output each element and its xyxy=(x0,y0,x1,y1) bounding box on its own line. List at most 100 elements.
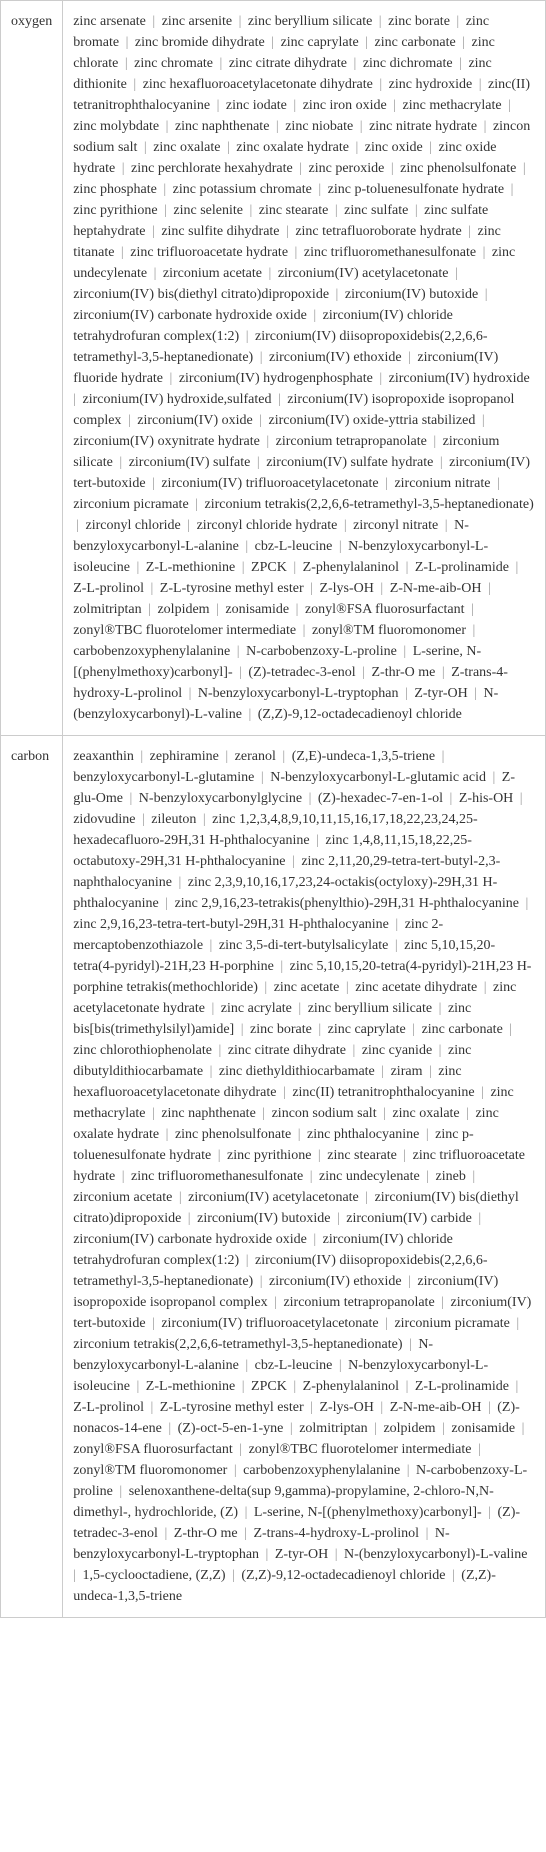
separator: | xyxy=(238,1526,254,1541)
separator: | xyxy=(250,455,266,470)
compound-item: carbobenzoxyphenylalanine xyxy=(243,1463,400,1478)
compound-item: Z-his-OH xyxy=(459,791,513,806)
separator: | xyxy=(142,602,158,617)
compound-item: zirconium acetate xyxy=(163,266,262,281)
separator: | xyxy=(460,1106,476,1121)
separator: | xyxy=(130,560,146,575)
compound-item: zinc nitrate hydrate xyxy=(369,119,477,134)
compound-item: zinc methacrylate xyxy=(403,98,502,113)
compound-item: cbz-L-leucine xyxy=(255,1358,333,1373)
separator: | xyxy=(513,791,525,806)
compound-item: zirconium picramate xyxy=(394,1316,509,1331)
separator: | xyxy=(433,455,449,470)
compound-item: Z-lys-OH xyxy=(319,1400,373,1415)
compound-item: zinc naphthenate xyxy=(175,119,269,134)
compound-item: zinc beryllium silicate xyxy=(248,14,372,29)
compound-item: zinc sulfate xyxy=(344,203,408,218)
compound-item: zinc 3,5-di-tert-butylsalicylate xyxy=(219,938,389,953)
separator: | xyxy=(481,581,493,596)
separator: | xyxy=(163,371,179,386)
separator: | xyxy=(276,749,292,764)
separator: | xyxy=(210,98,226,113)
compound-item: zinc stearate xyxy=(259,203,329,218)
separator: | xyxy=(356,665,372,680)
compound-item: ZPCK xyxy=(251,560,287,575)
compound-item: zinc citrate dihydrate xyxy=(229,56,347,71)
separator: | xyxy=(472,77,488,92)
separator: | xyxy=(490,476,502,491)
compound-item: zincon sodium salt xyxy=(272,1106,377,1121)
compound-item: zinc borate xyxy=(388,14,450,29)
separator: | xyxy=(509,1379,521,1394)
separator: | xyxy=(146,1106,162,1121)
compound-item: zinc caprylate xyxy=(328,1022,406,1037)
separator: | xyxy=(399,560,415,575)
separator: | xyxy=(379,1316,395,1331)
separator: | xyxy=(134,749,150,764)
compound-item: zileuton xyxy=(151,812,196,827)
separator: | xyxy=(332,539,348,554)
separator: | xyxy=(130,1379,146,1394)
separator: | xyxy=(243,203,259,218)
separator: | xyxy=(210,602,226,617)
compound-item: zinc phenolsulfonate xyxy=(175,1127,291,1142)
compound-item: zirconium(IV) butoxide xyxy=(345,287,478,302)
compound-item: Z-L-prolinamide xyxy=(415,1379,509,1394)
separator: | xyxy=(435,749,447,764)
separator: | xyxy=(115,161,131,176)
compound-item: zinc iodate xyxy=(226,98,287,113)
compound-item: zinc p-toluenesulfonate hydrate xyxy=(328,182,504,197)
separator: | xyxy=(347,56,363,71)
separator: | xyxy=(337,518,353,533)
separator: | xyxy=(265,35,281,50)
compound-item: zinc arsenite xyxy=(162,14,232,29)
compound-item: zolpidem xyxy=(383,1421,435,1436)
separator: | xyxy=(115,1169,131,1184)
separator: | xyxy=(402,350,418,365)
separator: | xyxy=(419,1526,435,1541)
separator: | xyxy=(328,203,344,218)
compound-item: zirconium(IV) sulfate hydrate xyxy=(266,455,433,470)
compound-item: cbz-L-leucine xyxy=(255,539,333,554)
compound-item: zinc selenite xyxy=(173,203,243,218)
separator: | xyxy=(119,35,135,50)
compound-item: L-serine, N-[(phenylmethoxy)carbonyl]- xyxy=(254,1505,482,1520)
compound-item: zirconium(IV) carbide xyxy=(346,1211,472,1226)
separator: | xyxy=(436,1421,452,1436)
separator: | xyxy=(135,812,151,827)
compound-item: zinc oxalate xyxy=(392,1106,459,1121)
separator: | xyxy=(73,518,85,533)
separator: | xyxy=(481,1400,497,1415)
compound-item: Z-N-me-aib-OH xyxy=(390,581,482,596)
compound-item: zinc niobate xyxy=(285,119,353,134)
separator: | xyxy=(287,98,303,113)
compound-item: zinc trifluoromethanesulfonate xyxy=(304,245,476,260)
compound-item: zinc trifluoromethanesulfonate xyxy=(131,1169,303,1184)
compound-item: zinc(II) tetranitrophthalocyanine xyxy=(292,1085,474,1100)
separator: | xyxy=(123,791,139,806)
compound-item: zinc hexafluoroacetylacetonate dihydrate xyxy=(143,77,373,92)
separator: | xyxy=(280,224,296,239)
row-content: zeaxanthin | zephiramine | zeranol | (Z,… xyxy=(63,736,546,1618)
separator: | xyxy=(172,875,188,890)
compound-item: zinc chlorothiophenolate xyxy=(73,1043,212,1058)
separator: | xyxy=(121,413,137,428)
separator: | xyxy=(516,161,528,176)
separator: | xyxy=(503,1022,515,1037)
compound-item: zirconium(IV) carbonate hydroxide oxide xyxy=(73,1232,307,1247)
compound-item: zinc acetate dihydrate xyxy=(355,980,477,995)
compound-item: zonyl®TM fluoromonomer xyxy=(312,623,466,638)
separator: | xyxy=(292,1001,308,1016)
compound-item: zinc molybdate xyxy=(73,119,159,134)
separator: | xyxy=(303,1169,319,1184)
separator: | xyxy=(220,140,236,155)
compound-item: zirconium(IV) hydroxide,sulfated xyxy=(83,392,272,407)
compound-item: zirconyl chloride hydrate xyxy=(197,518,338,533)
compound-item: zinc diethyldithiocarbamate xyxy=(219,1064,375,1079)
compound-item: zirconium(IV) acetylacetonate xyxy=(188,1190,359,1205)
separator: | xyxy=(332,1358,348,1373)
separator: | xyxy=(330,1211,346,1226)
compound-item: zinc oxide xyxy=(365,140,423,155)
separator: | xyxy=(397,644,413,659)
compound-item: zirconyl chloride xyxy=(86,518,181,533)
